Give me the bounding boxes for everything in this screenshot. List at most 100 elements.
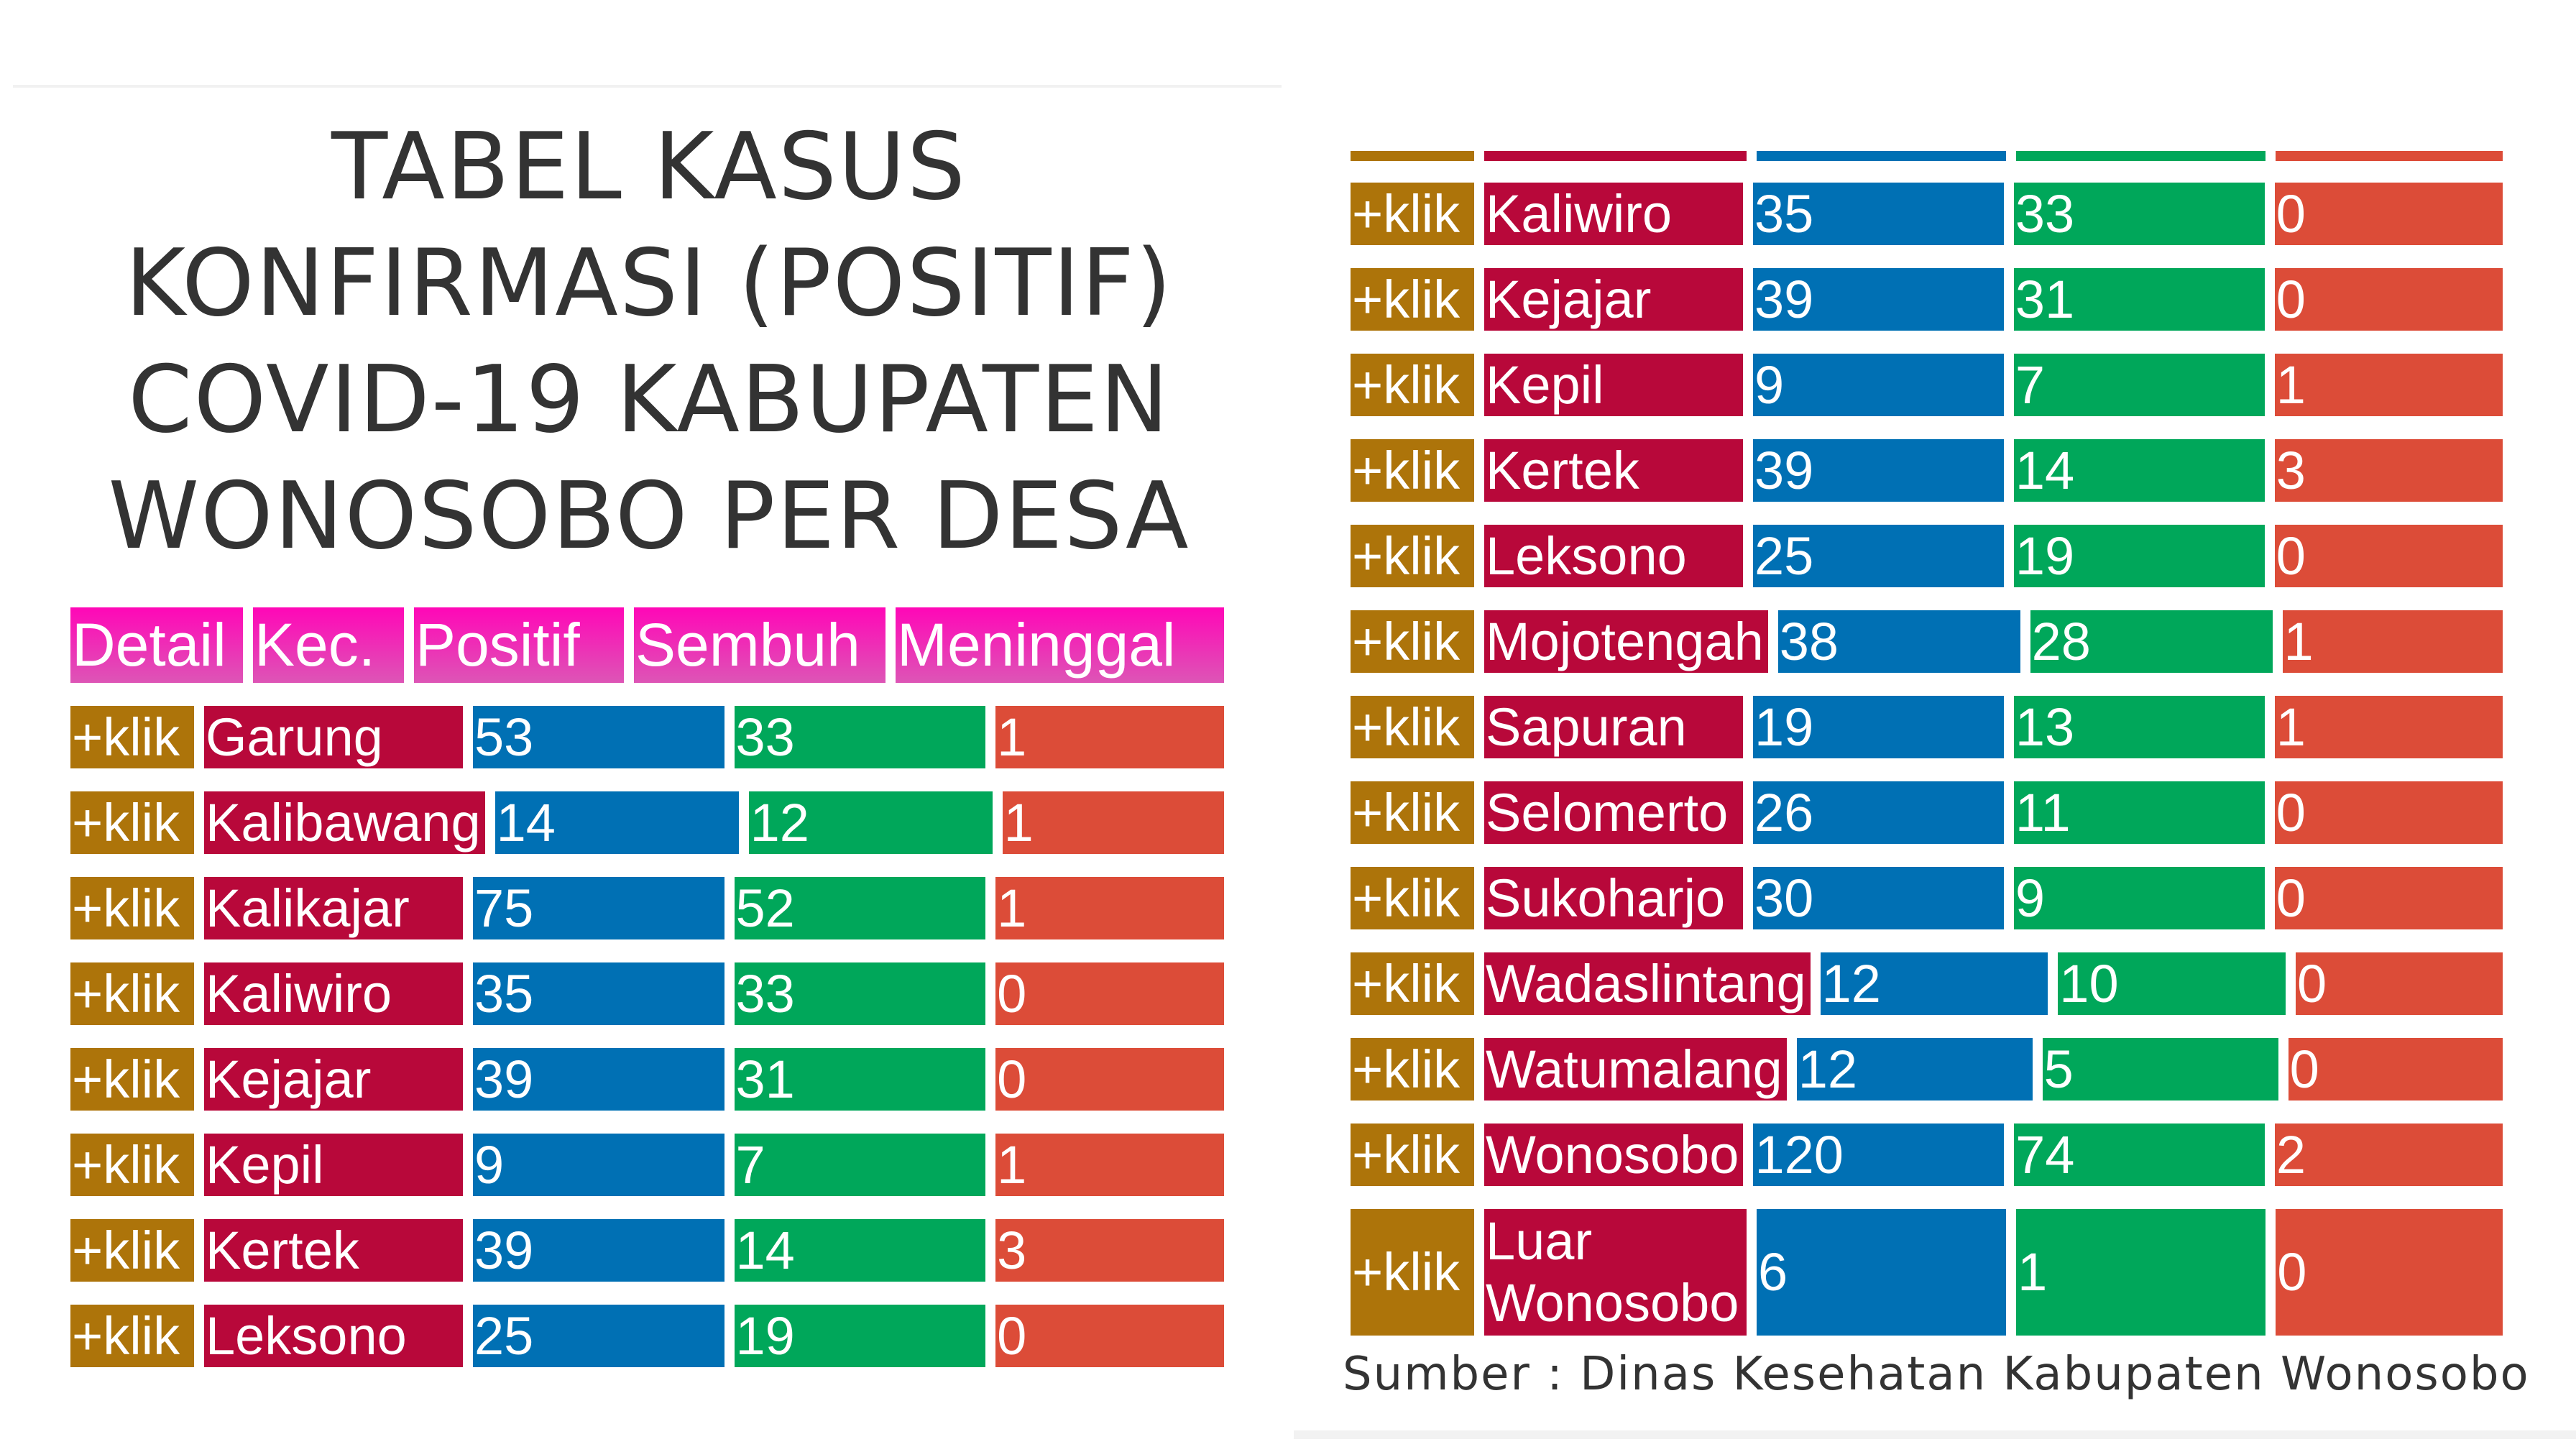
table-row: +klik Wonosobo 120 74 2 [1351, 1124, 2503, 1186]
sembuh-value: 33 [734, 962, 986, 1025]
table-row: +klik Kejajar 39 31 0 [70, 1048, 1224, 1111]
table-row: +klik Kertek 39 14 3 [70, 1219, 1224, 1282]
kecamatan-name-line: Wonosobo [1486, 1273, 1739, 1333]
detail-link[interactable]: +klik [1351, 268, 1474, 331]
kecamatan-name: Kalikajar [204, 877, 463, 939]
table-row: +klik Selomerto 26 11 0 [1351, 781, 2503, 844]
kecamatan-name: Sukoharjo [1484, 867, 1743, 929]
meninggal-value: 0 [995, 1048, 1224, 1111]
meninggal-value: 0 [2274, 525, 2503, 587]
sembuh-value: 31 [734, 1048, 986, 1111]
positif-value: 38 [1777, 610, 2020, 673]
right-panel: +klik Kaliwiro 35 33 0 +klik Kejajar 39 31 0 +klik… [1294, 0, 2576, 1439]
kecamatan-name: Selomerto [1484, 781, 1743, 844]
detail-link[interactable]: +klik [70, 1219, 194, 1282]
detail-link[interactable]: +klik [70, 877, 194, 939]
detail-link[interactable]: +klik [1351, 867, 1474, 929]
meninggal-value: 0 [995, 962, 1224, 1025]
sembuh-value: 14 [2013, 439, 2265, 502]
positif-value: 39 [473, 1048, 724, 1111]
case-table-right: +klik Kaliwiro 35 33 0 +klik Kejajar 39 31 0 +klik… [1351, 151, 2503, 1359]
page-title: TABEL KASUS KONFIRMASI (POSITIF) COVID-1… [13, 109, 1285, 575]
positif-value: 26 [1753, 781, 2004, 844]
positif-value: 39 [1753, 439, 2004, 502]
table-row: +klik Watumalang 12 5 0 [1351, 1038, 2503, 1101]
table-row: +klik Kalikajar 75 52 1 [70, 877, 1224, 939]
detail-link[interactable]: +klik [70, 791, 194, 854]
kecamatan-name: Kepil [1484, 354, 1743, 416]
table-header: Detail Kec. Positif Sembuh Meninggal [70, 607, 1224, 683]
kecamatan-name: Kalibawang [204, 791, 485, 854]
kecamatan-name: Wonosobo [1484, 1124, 1744, 1186]
detail-link[interactable]: +klik [1351, 610, 1474, 673]
table-row: +klik Kalibawang 14 12 1 [70, 791, 1224, 854]
detail-link[interactable]: +klik [1351, 696, 1474, 758]
positif-value: 9 [473, 1134, 724, 1196]
detail-link[interactable]: +klik [1351, 354, 1474, 416]
detail-link[interactable]: +klik [1351, 439, 1474, 502]
sembuh-value: 13 [2013, 696, 2265, 758]
detail-link[interactable]: +klik [70, 1048, 194, 1111]
meninggal-value: 0 [2274, 183, 2503, 245]
meninggal-value: 0 [2276, 1209, 2503, 1336]
detail-link[interactable]: +klik [1351, 1038, 1474, 1101]
positif-value: 9 [1753, 354, 2004, 416]
header-positif: Positif [414, 607, 624, 683]
sembuh-value: 12 [748, 791, 993, 854]
meninggal-value: 0 [995, 1305, 1224, 1367]
sembuh-value: 5 [2042, 1038, 2278, 1101]
table-row: +klik Kejajar 39 31 0 [1351, 268, 2503, 331]
meninggal-value: 3 [995, 1219, 1224, 1282]
table-row: +klik Mojotengah 38 28 1 [1351, 610, 2503, 673]
left-panel: TABEL KASUS KONFIRMASI (POSITIF) COVID-1… [13, 85, 1282, 1452]
detail-link[interactable]: +klik [1351, 1124, 1474, 1186]
meninggal-value: 0 [2295, 952, 2503, 1015]
positif-value: 30 [1753, 867, 2004, 929]
positif-value: 25 [1753, 525, 2004, 587]
meninggal-value: 1 [995, 877, 1224, 939]
table-row: +klik Leksono 25 19 0 [1351, 525, 2503, 587]
positif-value: 14 [494, 791, 739, 854]
detail-link[interactable]: +klik [70, 1134, 194, 1196]
header-meninggal: Meninggal [896, 607, 1224, 683]
detail-link[interactable]: +klik [1351, 952, 1474, 1015]
meninggal-value: 1 [2274, 696, 2503, 758]
table-row: +klik Kaliwiro 35 33 0 [1351, 183, 2503, 245]
title-line: WONOSOBO PER DESA [108, 463, 1190, 570]
meninggal-value: 0 [2288, 1038, 2503, 1101]
kecamatan-name: Leksono [1484, 525, 1743, 587]
header-detail: Detail [70, 607, 243, 683]
detail-link[interactable]: +klik [70, 706, 194, 768]
detail-link[interactable]: +klik [70, 1305, 194, 1367]
detail-link[interactable]: +klik [70, 962, 194, 1025]
header-sembuh: Sembuh [634, 607, 886, 683]
title-line: KONFIRMASI (POSITIF) [125, 230, 1173, 337]
positif-value: 35 [473, 962, 724, 1025]
case-table-left: Detail Kec. Positif Sembuh Meninggal +kl… [70, 607, 1224, 1390]
meninggal-value: 1 [1002, 791, 1224, 854]
kecamatan-name: Kaliwiro [1484, 183, 1743, 245]
detail-link[interactable]: +klik [1351, 1209, 1474, 1336]
kecamatan-name: Garung [204, 706, 463, 768]
meninggal-value: 1 [995, 1134, 1224, 1196]
positif-value: 6 [1757, 1209, 2007, 1336]
table-row: +klik Leksono 25 19 0 [70, 1305, 1224, 1367]
detail-link[interactable]: +klik [1351, 781, 1474, 844]
sembuh-value: 28 [2030, 610, 2273, 673]
sembuh-value: 33 [2013, 183, 2265, 245]
kecamatan-name: Leksono [204, 1305, 463, 1367]
kecamatan-name: Kejajar [1484, 268, 1743, 331]
kecamatan-name: Mojotengah [1484, 610, 1768, 673]
sembuh-value: 19 [734, 1305, 986, 1367]
sembuh-value: 14 [734, 1219, 986, 1282]
table-row: +klik Kertek 39 14 3 [1351, 439, 2503, 502]
detail-link[interactable]: +klik [1351, 183, 1474, 245]
table-row-partial [1351, 151, 2503, 161]
positif-value: 19 [1753, 696, 2004, 758]
table-row: +klik Kaliwiro 35 33 0 [70, 962, 1224, 1025]
sembuh-value: 9 [2013, 867, 2265, 929]
sembuh-value: 74 [2014, 1124, 2265, 1186]
detail-link[interactable]: +klik [1351, 525, 1474, 587]
meninggal-value: 0 [2274, 867, 2503, 929]
sembuh-value: 52 [734, 877, 986, 939]
